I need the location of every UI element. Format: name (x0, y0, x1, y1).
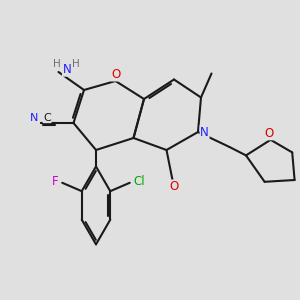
Text: N: N (62, 63, 71, 76)
Text: O: O (169, 180, 178, 193)
Text: Cl: Cl (134, 175, 146, 188)
Text: C: C (43, 112, 51, 123)
Text: N: N (200, 125, 209, 139)
Text: N: N (30, 112, 39, 123)
Text: H: H (72, 58, 80, 69)
Text: O: O (265, 127, 274, 140)
Text: O: O (111, 68, 120, 81)
Text: H: H (53, 58, 61, 69)
Text: F: F (52, 175, 59, 188)
